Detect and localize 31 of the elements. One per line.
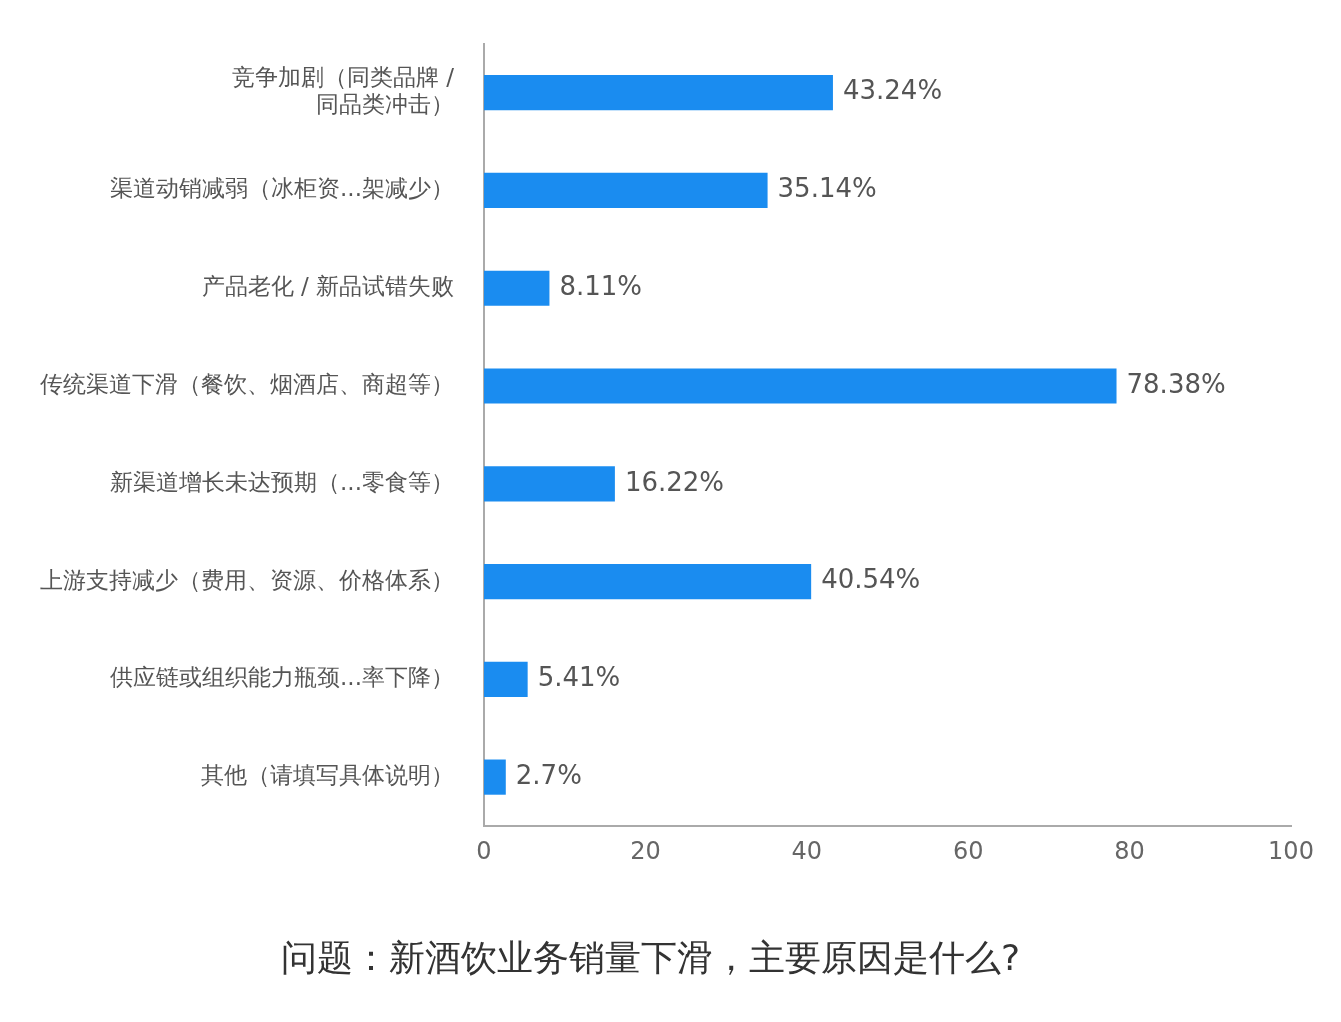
data-label: 2.7% (515, 759, 582, 790)
bar (484, 172, 768, 209)
data-label: 43.24% (842, 75, 943, 106)
bar (484, 661, 528, 697)
bar (484, 466, 615, 502)
y-tick-label: 新渠道增长未达预期（...零食等） (110, 468, 454, 495)
bar (484, 368, 1117, 404)
bar (484, 759, 506, 795)
x-tick-label: 80 (1114, 836, 1145, 865)
data-label: 35.14% (777, 173, 877, 204)
y-tick-label: 供应链或组织能力瓶颈...率下降） (110, 664, 454, 691)
y-tick-label: 产品老化 / 新品试错失败 (201, 273, 454, 300)
data-label: 16.22% (624, 466, 725, 497)
data-label: 8.11% (559, 270, 643, 301)
x-tick-label: 40 (791, 836, 823, 865)
data-label: 78.38% (1126, 368, 1226, 399)
bar (484, 75, 833, 111)
y-tick-label: 其他（请填写具体说明） (201, 762, 454, 789)
y-tick-label: 渠道动销减弱（冰柜资...架减少） (110, 175, 454, 202)
data-label: 5.41% (537, 662, 621, 693)
bar (484, 563, 812, 600)
text: 问题：新酒饮业务销量下滑，主要原因是什么? (280, 936, 1021, 978)
data-label: 40.54% (821, 564, 921, 595)
x-tick-label: 0 (476, 836, 492, 865)
y-tick-label: 传统渠道下滑（餐饮、烟酒店、商超等） (40, 370, 454, 397)
y-tick-label: 竞争加剧（同类品牌 / 同品类冲击） (231, 63, 455, 118)
x-tick-label: 100 (1268, 836, 1314, 865)
bar (484, 270, 550, 306)
x-tick-label: 20 (630, 836, 661, 865)
y-tick-label: 上游支持减少（费用、资源、价格体系） (40, 566, 454, 593)
x-tick-label: 60 (952, 836, 984, 865)
